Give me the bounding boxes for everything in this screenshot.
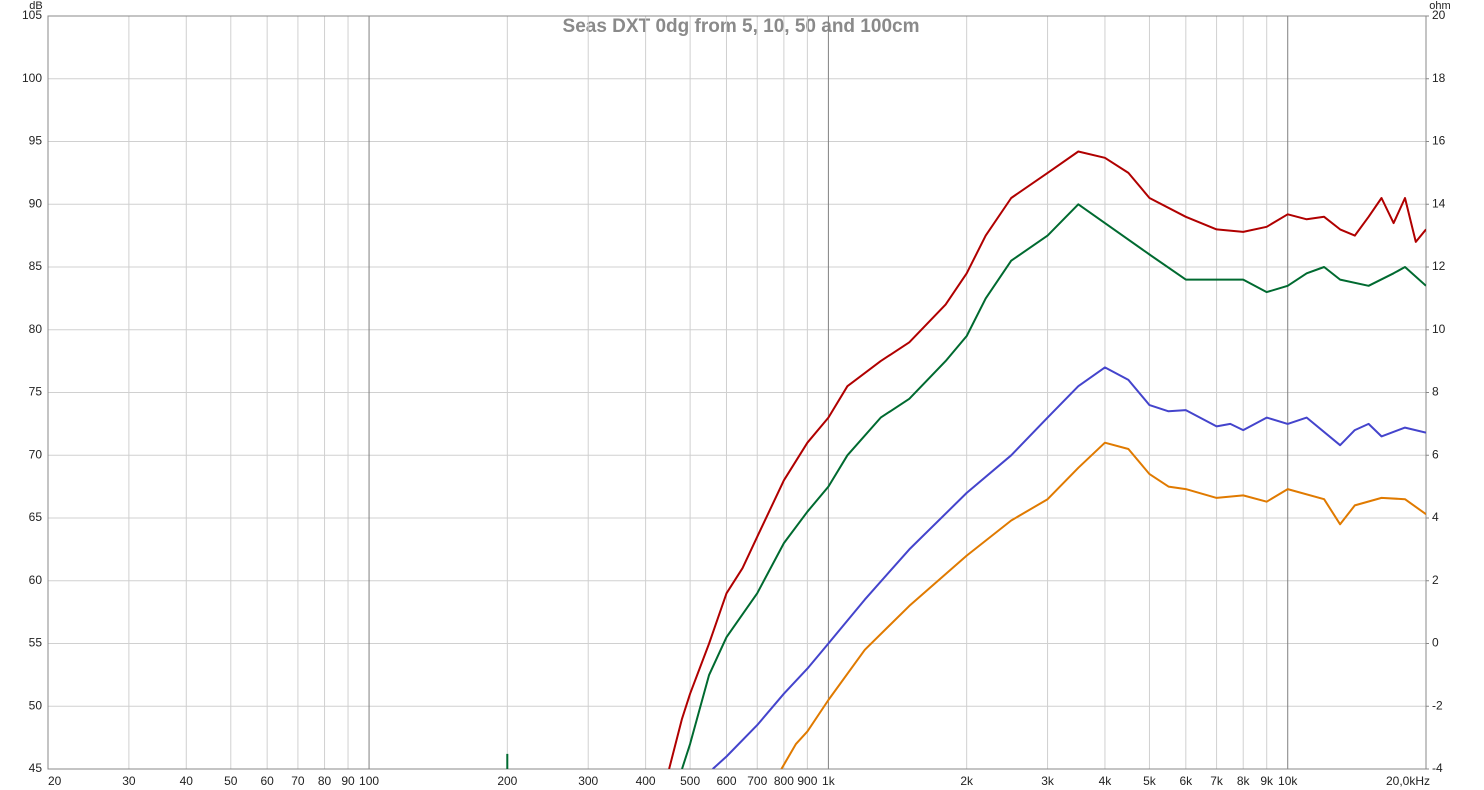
- x-tick-label: 200: [497, 774, 517, 788]
- y2-axis-label: ohm: [1429, 0, 1450, 12]
- x-tick-label: 70: [291, 774, 305, 788]
- x-tick-label: 7k: [1210, 774, 1224, 788]
- y2-tick-label: 4: [1432, 510, 1439, 524]
- x-tick-label: 20: [48, 774, 62, 788]
- y-tick-label: 105: [22, 8, 42, 22]
- y-tick-label: 95: [29, 134, 43, 148]
- y2-tick-label: 20: [1432, 8, 1446, 22]
- x-tick-label: 20,0kHz: [1386, 774, 1430, 788]
- series-line: [506, 203, 1426, 769]
- x-tick-label: 2k: [960, 774, 974, 788]
- x-tick-label: 60: [260, 774, 274, 788]
- x-tick-label: 100: [359, 774, 379, 788]
- plot-border: [47, 15, 1427, 770]
- y-tick-label: 100: [22, 71, 42, 85]
- x-tick-label: 6k: [1179, 774, 1193, 788]
- y2-tick-label: 16: [1432, 134, 1446, 148]
- x-tick-label: 800: [774, 774, 794, 788]
- series-line: [712, 366, 1426, 769]
- y-tick-label: 70: [29, 447, 43, 461]
- x-tick-label: 80: [318, 774, 332, 788]
- x-tick-label: 1k: [822, 774, 836, 788]
- x-tick-label: 90: [341, 774, 355, 788]
- y2-tick-label: 18: [1432, 71, 1446, 85]
- y2-tick-label: 2: [1432, 573, 1439, 587]
- series-line: [780, 441, 1426, 769]
- y-tick-label: 65: [29, 510, 43, 524]
- y2-tick-label: 6: [1432, 447, 1439, 461]
- y-tick-label: 50: [29, 698, 43, 712]
- x-tick-label: 300: [578, 774, 598, 788]
- x-tick-label: 900: [797, 774, 817, 788]
- x-tick-label: 50: [224, 774, 238, 788]
- x-tick-label: 40: [180, 774, 194, 788]
- x-tick-label: 30: [122, 774, 136, 788]
- y2-tick-label: 0: [1432, 636, 1439, 650]
- x-tick-label: 400: [636, 774, 656, 788]
- x-tick-label: 500: [680, 774, 700, 788]
- plot-lines: [506, 150, 1426, 769]
- x-tick-label: 5k: [1143, 774, 1157, 788]
- y2-tick-label: -4: [1432, 761, 1443, 775]
- y2-tick-label: 10: [1432, 322, 1446, 336]
- y2-tick-label: 12: [1432, 259, 1446, 273]
- y-tick-label: 80: [29, 322, 43, 336]
- y2-tick-label: -2: [1432, 698, 1443, 712]
- y-tick-label: 55: [29, 636, 43, 650]
- x-tick-label: 700: [747, 774, 767, 788]
- y2-tick-label: 14: [1432, 196, 1446, 210]
- y2-tick-label: 8: [1432, 385, 1439, 399]
- y-tick-label: 90: [29, 196, 43, 210]
- y-tick-label: 45: [29, 761, 43, 775]
- x-tick-label: 9k: [1260, 774, 1274, 788]
- y-tick-label: 85: [29, 259, 43, 273]
- x-tick-label: 8k: [1237, 774, 1251, 788]
- x-tick-label: 3k: [1041, 774, 1055, 788]
- x-tick-label: 4k: [1099, 774, 1113, 788]
- y-tick-label: 75: [29, 385, 43, 399]
- chart-title: Seas DXT 0dg from 5, 10, 50 and 100cm: [563, 16, 920, 37]
- x-tick-label: 10k: [1278, 774, 1298, 788]
- y-tick-label: 60: [29, 573, 43, 587]
- x-tick-label: 600: [716, 774, 736, 788]
- y-axis-label: dB: [29, 0, 42, 12]
- series-line: [668, 150, 1426, 769]
